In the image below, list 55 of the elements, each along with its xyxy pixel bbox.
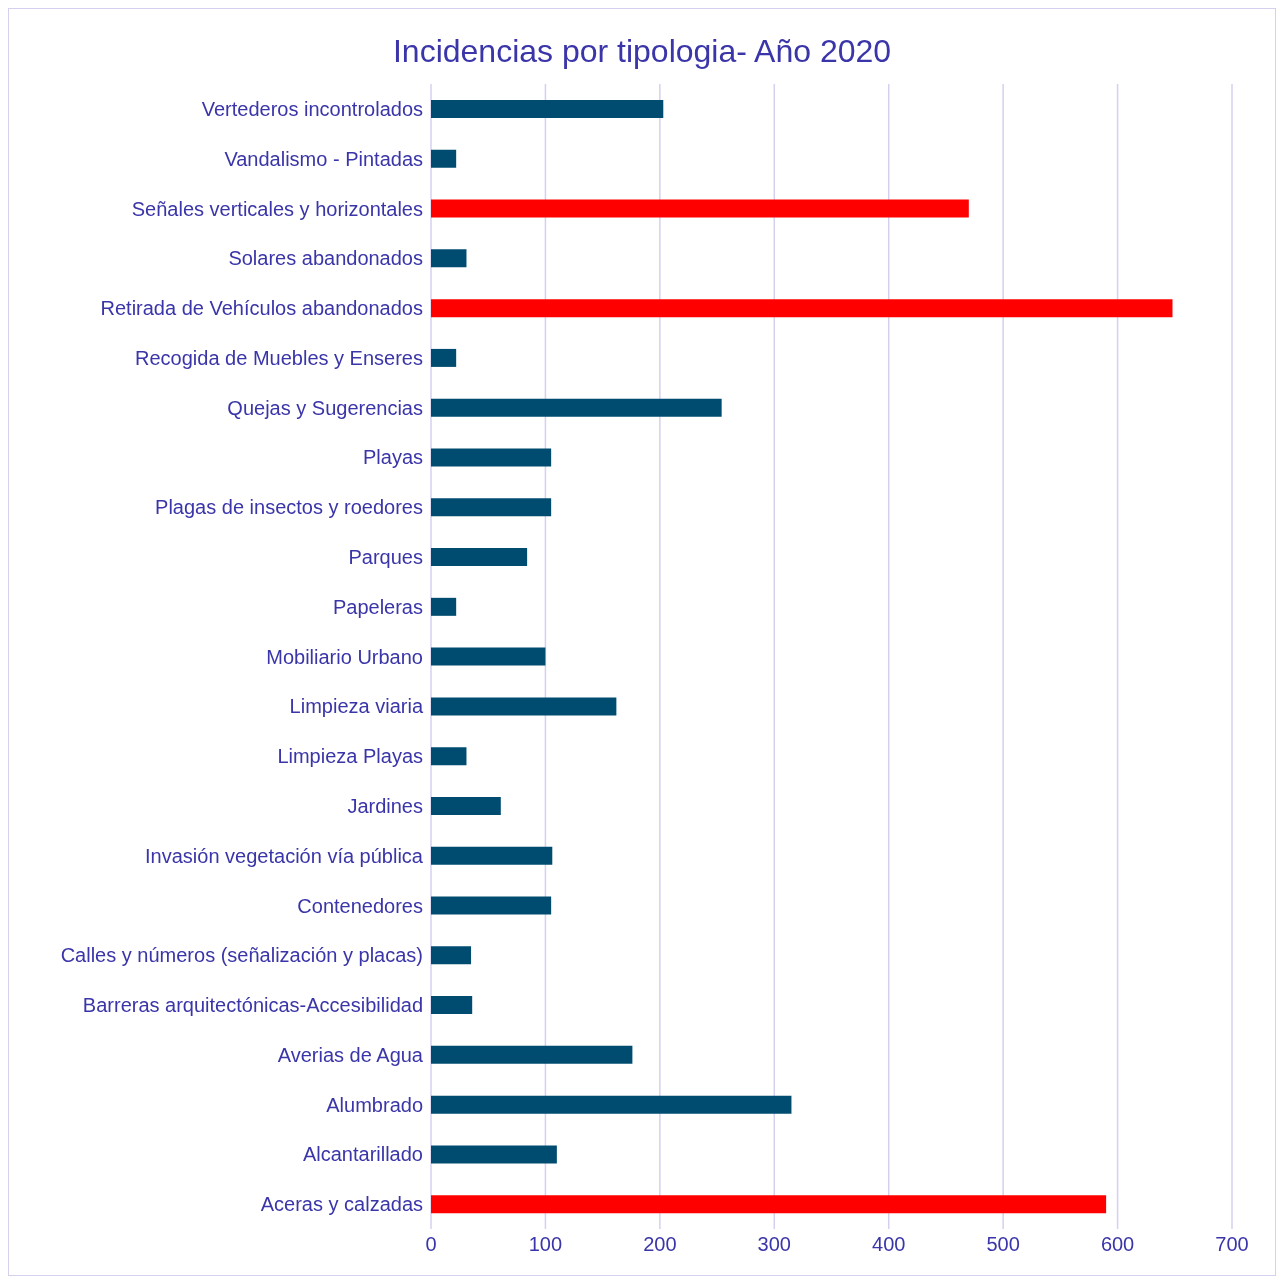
y-tick-label: Vandalismo - Pintadas <box>224 147 423 170</box>
bar <box>431 1095 792 1114</box>
y-tick-label: Vertederos incontrolados <box>201 97 423 120</box>
y-tick-label: Recogida de Muebles y Enseres <box>135 346 423 369</box>
y-tick-label: Solares abandonados <box>228 247 423 270</box>
x-tick-label: 300 <box>757 1233 791 1256</box>
bar <box>431 1145 557 1164</box>
x-tick-label: 100 <box>528 1233 563 1256</box>
bar <box>431 996 473 1015</box>
x-tick-label: 700 <box>1215 1233 1249 1256</box>
bar <box>431 149 457 168</box>
y-tick-label: Jardines <box>347 794 423 817</box>
y-tick-label: Señales verticales y horizontales <box>131 197 423 220</box>
y-tick-label: Retirada de Vehículos abandonados <box>100 297 423 320</box>
bar <box>431 896 552 915</box>
bar <box>431 747 467 766</box>
x-tick-label: 200 <box>643 1233 677 1256</box>
x-tick-label: 400 <box>872 1233 906 1256</box>
y-tick-label: Aceras y calzadas <box>260 1193 423 1216</box>
bar <box>431 946 472 965</box>
bar <box>431 299 1173 318</box>
x-tick-label: 600 <box>1100 1233 1135 1256</box>
bar <box>431 199 969 218</box>
y-tick-label: Limpieza viaria <box>289 695 424 718</box>
bar <box>431 846 553 865</box>
y-tick-label: Contenedores <box>297 894 423 917</box>
bar <box>431 1045 633 1064</box>
y-tick-label: Parques <box>348 546 423 569</box>
bar <box>431 697 617 716</box>
bar <box>431 647 546 666</box>
y-tick-label: Averias de Agua <box>277 1043 424 1066</box>
y-tick-label: Barreras arquitectónicas-Accesibilidad <box>82 994 423 1017</box>
bar <box>431 448 552 467</box>
x-tick-label: 500 <box>986 1233 1020 1256</box>
bar <box>431 100 664 118</box>
chart-title: Incidencias por tipologia- Año 2020 <box>391 32 893 71</box>
bar <box>431 796 501 815</box>
y-tick-label: Playas <box>362 446 423 469</box>
y-tick-label: Papeleras <box>332 595 423 618</box>
y-tick-label: Calles y números (señalización y placas) <box>60 944 423 967</box>
y-tick-label: Quejas y Sugerencias <box>227 396 423 419</box>
bar <box>431 249 467 268</box>
y-tick-label: Invasión vegetación vía pública <box>145 844 424 867</box>
bar <box>431 348 457 367</box>
bar <box>431 398 722 417</box>
bar <box>431 548 528 567</box>
y-tick-label: Alcantarillado <box>302 1143 423 1166</box>
bar <box>431 1195 1107 1214</box>
y-tick-label: Limpieza Playas <box>277 745 423 768</box>
x-tick-label: 0 <box>425 1233 437 1256</box>
y-tick-label: Alumbrado <box>326 1093 423 1116</box>
y-tick-label: Mobiliario Urbano <box>266 645 423 668</box>
y-tick-label: Plagas de insectos y roedores <box>155 496 423 519</box>
bar <box>431 498 552 517</box>
bar <box>431 597 457 616</box>
